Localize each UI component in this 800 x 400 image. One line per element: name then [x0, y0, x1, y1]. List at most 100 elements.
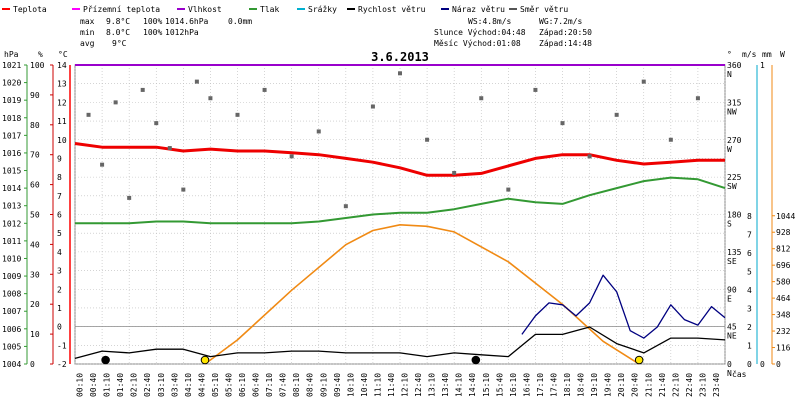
direction-point	[86, 112, 91, 117]
direction-point	[154, 121, 159, 126]
direction-point	[194, 79, 199, 84]
pressure-tick-label: 1013	[2, 202, 21, 211]
time-tick-label: 23:40	[712, 373, 721, 397]
moon-rise-text: Měsíc Východ:01:08	[434, 39, 521, 48]
direction-tick-label: 225	[727, 173, 742, 182]
direction-point	[316, 129, 321, 134]
legend-label: Srážky	[308, 5, 337, 14]
direction-tick-label: 90	[727, 285, 737, 294]
pressure-tick-label: 1021	[2, 61, 21, 70]
time-tick-label: 18:10	[563, 373, 572, 397]
time-tick-label: 15:10	[482, 373, 491, 397]
time-tick-label: 12:40	[414, 373, 423, 397]
time-tick-label: 03:10	[157, 373, 166, 397]
humidity-tick-label: 80	[30, 121, 40, 130]
stat-min-temp: 8.0°C	[106, 28, 130, 37]
sun-rise-text: Slunce Východ:04:48	[434, 28, 526, 37]
time-tick-label: 18:40	[577, 373, 586, 397]
time-tick-label: 19:40	[604, 373, 613, 397]
time-tick-label: 12:10	[401, 373, 410, 397]
direction-tick-label: 360	[727, 61, 742, 70]
wind-wg: WG:7.2m/s	[539, 17, 583, 26]
time-tick-label: 00:40	[89, 373, 98, 397]
unit-w: W	[780, 50, 785, 59]
time-tick-label: 04:40	[197, 373, 206, 397]
pressure-tick-label: 1008	[2, 290, 21, 299]
wind-tick-label: 4	[747, 286, 752, 295]
humidity-tick-label: 40	[30, 240, 40, 249]
sunrise-marker	[200, 355, 210, 365]
stat-avg-temp: 9°C	[112, 39, 127, 48]
solar-tick-label: 464	[776, 294, 791, 303]
humidity-tick-label: 60	[30, 181, 40, 190]
humidity-tick-label: 70	[30, 151, 40, 160]
moonrise-marker	[101, 355, 110, 365]
wind-ws: WS:4.8m/s	[468, 17, 512, 26]
time-tick-label: 14:40	[468, 373, 477, 397]
pressure-tick-label: 1015	[2, 167, 21, 176]
direction-cardinal-label: SE	[727, 257, 737, 266]
time-tick-label: 11:40	[387, 373, 396, 397]
time-tick-label: 07:40	[279, 373, 288, 397]
time-tick-label: 05:10	[211, 373, 220, 397]
legend-label: Přízemní teplota	[83, 5, 160, 14]
wind-tick-label: 3	[747, 305, 752, 314]
time-tick-label: 15:40	[495, 373, 504, 397]
humidity-tick-label: 20	[30, 300, 40, 309]
legend-label: Rychlost větru	[358, 5, 426, 14]
unit-degc: °C	[58, 50, 68, 59]
time-tick-label: 02:40	[143, 373, 152, 397]
direction-cardinal-label: N	[727, 70, 732, 79]
direction-point	[398, 71, 402, 76]
direction-cardinal-label: E	[727, 294, 732, 303]
temperature-tick-label: -1	[57, 341, 67, 350]
direction-point	[343, 204, 348, 209]
direction-point	[587, 154, 592, 159]
humidity-tick-label: 10	[30, 330, 40, 339]
stat-max-temp: 9.8°C	[106, 17, 130, 26]
direction-cardinal-label: N	[727, 369, 732, 378]
stat-precip: 0.0mm	[228, 17, 252, 26]
wind-speed-line	[74, 326, 726, 360]
stat-max-press: 1014.6hPa	[165, 17, 209, 26]
stat-avg-label: avg	[80, 39, 95, 48]
time-tick-label: 03:40	[170, 373, 179, 397]
time-tick-label: 21:40	[658, 373, 667, 397]
temperature-tick-label: 10	[57, 136, 67, 145]
stat-min-label: min	[80, 28, 95, 37]
wind-tick-label: 1	[747, 342, 752, 351]
direction-point	[641, 79, 646, 84]
legend-label: Náraz větru	[452, 5, 505, 14]
precip-tick-label: 1	[760, 61, 765, 70]
solar-tick-label: 1044	[776, 212, 795, 221]
wind-gust-line	[521, 274, 726, 339]
pressure-tick-label: 1019	[2, 96, 21, 105]
humidity-tick-label: 0	[30, 360, 35, 369]
humidity-tick-label: 30	[30, 270, 40, 279]
time-tick-label: 16:10	[509, 373, 518, 397]
direction-cardinal-label: S	[727, 220, 732, 229]
solar-tick-label: 580	[776, 278, 791, 287]
direction-cardinal-label: NW	[727, 107, 737, 116]
direction-point	[425, 137, 430, 142]
direction-cardinal-label: NE	[727, 332, 737, 341]
pressure-tick-label: 1016	[2, 149, 21, 158]
direction-point	[167, 146, 172, 151]
direction-point	[695, 96, 700, 101]
time-tick-label: 08:10	[292, 373, 301, 397]
time-tick-label: 09:10	[319, 373, 328, 397]
time-tick-label: 23:10	[698, 373, 707, 397]
time-tick-label: 02:10	[130, 373, 139, 397]
time-tick-label: 08:40	[306, 373, 315, 397]
wind-tick-label: 8	[747, 212, 752, 221]
time-tick-label: 22:10	[671, 373, 680, 397]
solar-tick-label: 928	[776, 228, 791, 237]
time-tick-label: 05:40	[224, 373, 233, 397]
direction-point	[262, 87, 267, 92]
time-tick-label: 21:10	[644, 373, 653, 397]
wind-tick-label: 2	[747, 323, 752, 332]
temperature-tick-label: 3	[57, 267, 62, 276]
stat-min-hum: 100%	[143, 28, 162, 37]
temperature-tick-label: 8	[57, 173, 62, 182]
